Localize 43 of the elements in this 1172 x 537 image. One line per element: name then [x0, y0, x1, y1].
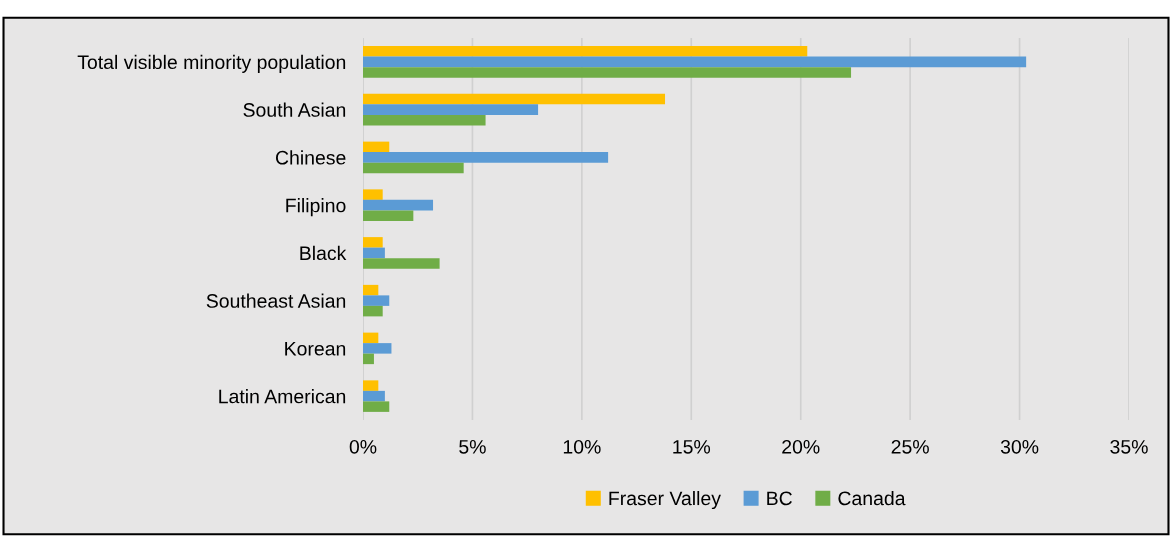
bar — [363, 46, 808, 57]
bar — [363, 380, 379, 391]
bar — [363, 305, 383, 317]
legend-label: BC — [767, 491, 792, 506]
y-tick-label: South Asian — [243, 102, 346, 117]
bar — [363, 162, 464, 174]
bar — [363, 332, 379, 344]
y-tick-label: Latin American — [219, 389, 346, 404]
x-tick-label: 15% — [673, 440, 711, 454]
bar — [363, 237, 383, 248]
x-tick-label: 0% — [349, 439, 377, 454]
bar — [363, 199, 434, 211]
x-tick-label: 30% — [1000, 439, 1039, 454]
bar — [363, 114, 486, 126]
bar — [363, 189, 383, 200]
bar — [363, 247, 385, 259]
bar — [363, 401, 390, 412]
bar — [363, 210, 414, 221]
bar — [363, 93, 666, 105]
bar — [363, 390, 385, 402]
legend-label: Canada — [838, 490, 906, 506]
y-tick-label: Korean — [285, 342, 346, 356]
bar — [363, 56, 1027, 68]
bar — [363, 353, 374, 365]
x-tick-label: 20% — [782, 439, 820, 454]
y-tick-label: Southeast Asian — [206, 293, 346, 308]
y-tick-label: Chinese — [275, 150, 346, 165]
bar — [363, 284, 379, 296]
bar — [363, 343, 392, 354]
y-tick-label: Black — [300, 245, 347, 261]
legend-label: Fraser Valley — [609, 490, 721, 510]
x-tick-label: 25% — [891, 439, 929, 454]
x-tick-label: 10% — [563, 439, 601, 454]
bar — [363, 295, 390, 306]
bar — [363, 152, 609, 163]
bar — [363, 67, 852, 78]
y-tick-label: Filipino — [286, 198, 346, 217]
bar — [363, 141, 390, 153]
x-tick-label: 5% — [459, 440, 486, 454]
y-tick-label: Total visible minority population — [77, 54, 346, 73]
bar — [363, 104, 539, 115]
bar — [363, 258, 440, 269]
x-tick-label: 35% — [1110, 439, 1148, 454]
